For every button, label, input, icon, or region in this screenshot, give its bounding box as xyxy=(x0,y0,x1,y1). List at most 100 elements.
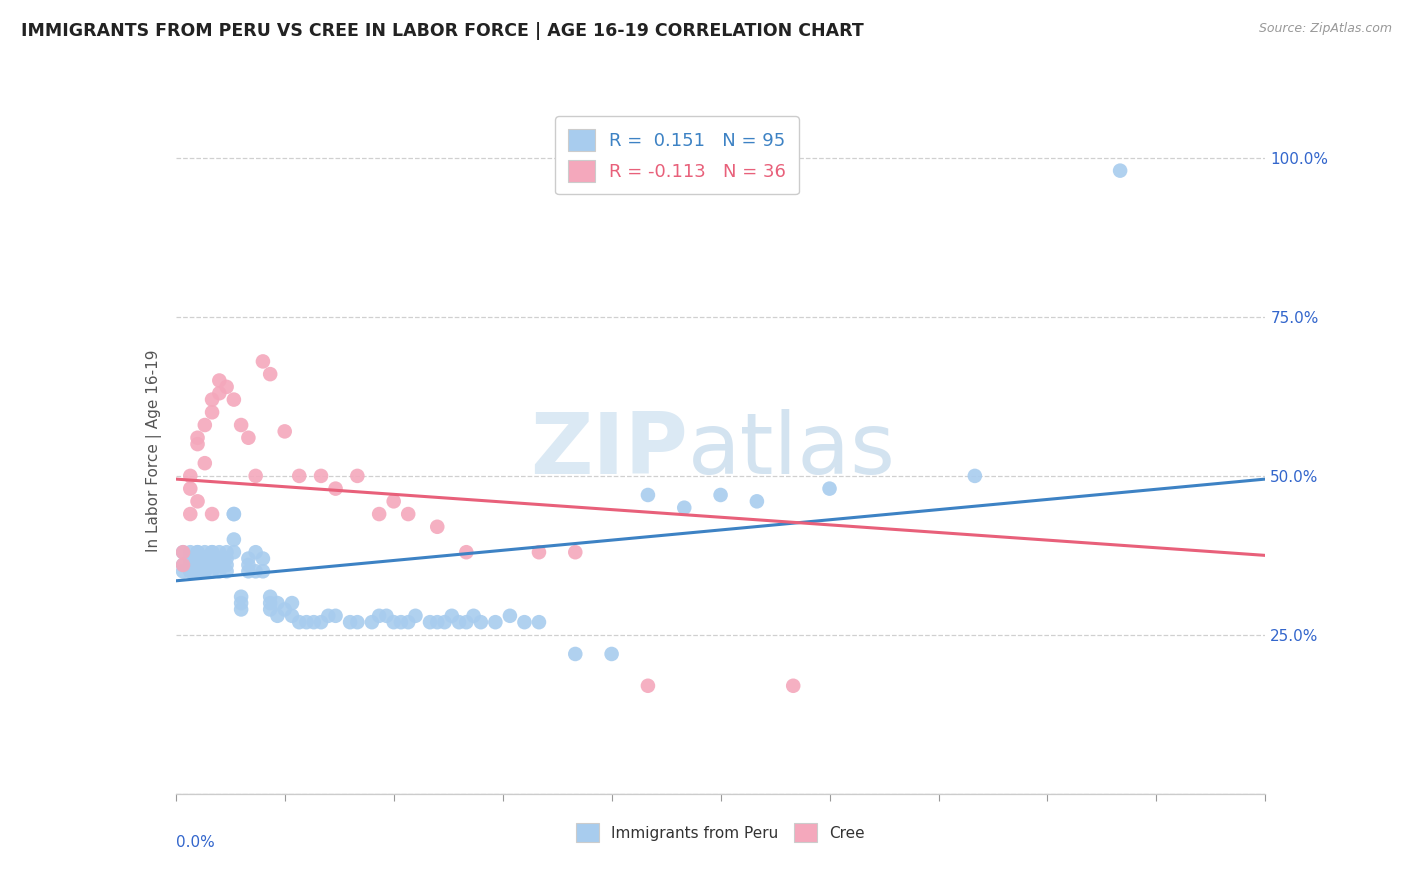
Point xyxy=(266,608,288,623)
Text: ZIP: ZIP xyxy=(530,409,688,492)
Point xyxy=(231,602,253,616)
Point xyxy=(222,545,245,559)
Point xyxy=(208,558,231,572)
Point xyxy=(208,551,231,566)
Point xyxy=(179,545,201,559)
Point xyxy=(419,615,441,630)
Point xyxy=(179,507,201,521)
Point xyxy=(201,507,224,521)
Point xyxy=(172,564,194,578)
Point xyxy=(208,558,231,572)
Point xyxy=(238,564,260,578)
Point xyxy=(179,564,201,578)
Point xyxy=(288,469,311,483)
Y-axis label: In Labor Force | Age 16-19: In Labor Force | Age 16-19 xyxy=(146,349,162,552)
Point xyxy=(456,615,478,630)
Point xyxy=(433,615,456,630)
Point xyxy=(499,608,522,623)
Point xyxy=(564,647,586,661)
Point xyxy=(201,405,224,419)
Point xyxy=(186,558,209,572)
Point xyxy=(710,488,733,502)
Point xyxy=(513,615,536,630)
Point xyxy=(368,608,391,623)
Point xyxy=(186,494,209,508)
Point xyxy=(186,431,209,445)
Point xyxy=(215,558,238,572)
Point xyxy=(318,608,340,623)
Point xyxy=(179,469,201,483)
Point xyxy=(456,545,478,559)
Text: atlas: atlas xyxy=(688,409,896,492)
Point xyxy=(782,679,804,693)
Point xyxy=(252,564,274,578)
Point xyxy=(201,545,224,559)
Point xyxy=(231,596,253,610)
Point xyxy=(172,558,194,572)
Point xyxy=(222,392,245,407)
Point xyxy=(1109,163,1132,178)
Point xyxy=(470,615,492,630)
Point xyxy=(637,679,659,693)
Point xyxy=(186,545,209,559)
Point xyxy=(215,380,238,394)
Point xyxy=(186,545,209,559)
Point xyxy=(194,456,217,470)
Point xyxy=(215,551,238,566)
Point xyxy=(600,647,623,661)
Point xyxy=(208,374,231,388)
Point xyxy=(186,564,209,578)
Point xyxy=(281,596,304,610)
Point xyxy=(274,425,297,439)
Point xyxy=(426,520,449,534)
Point xyxy=(360,615,382,630)
Point xyxy=(238,431,260,445)
Point xyxy=(637,488,659,502)
Point xyxy=(179,558,201,572)
Point xyxy=(201,564,224,578)
Point xyxy=(245,469,267,483)
Point xyxy=(346,615,368,630)
Point xyxy=(484,615,506,630)
Point xyxy=(426,615,449,630)
Point xyxy=(179,558,201,572)
Point xyxy=(222,507,245,521)
Point xyxy=(463,608,485,623)
Point xyxy=(382,494,405,508)
Point xyxy=(238,551,260,566)
Point xyxy=(325,482,347,496)
Point xyxy=(186,564,209,578)
Point xyxy=(440,608,463,623)
Point xyxy=(208,564,231,578)
Point xyxy=(339,615,361,630)
Point xyxy=(281,608,304,623)
Point xyxy=(215,564,238,578)
Point xyxy=(259,590,281,604)
Point xyxy=(252,551,274,566)
Point xyxy=(259,596,281,610)
Point xyxy=(245,564,267,578)
Point xyxy=(564,545,586,559)
Text: 0.0%: 0.0% xyxy=(176,835,215,850)
Point xyxy=(231,590,253,604)
Point xyxy=(194,564,217,578)
Point xyxy=(309,615,332,630)
Point xyxy=(186,558,209,572)
Point xyxy=(252,354,274,368)
Point xyxy=(382,615,405,630)
Point xyxy=(208,386,231,401)
Point xyxy=(201,545,224,559)
Point xyxy=(266,596,288,610)
Point xyxy=(325,608,347,623)
Point xyxy=(172,545,194,559)
Point xyxy=(405,608,427,623)
Text: Source: ZipAtlas.com: Source: ZipAtlas.com xyxy=(1258,22,1392,36)
Point xyxy=(346,469,368,483)
Point xyxy=(201,558,224,572)
Point xyxy=(963,469,986,483)
Point xyxy=(527,615,550,630)
Point xyxy=(302,615,325,630)
Point xyxy=(201,551,224,566)
Point xyxy=(231,417,253,432)
Point xyxy=(194,564,217,578)
